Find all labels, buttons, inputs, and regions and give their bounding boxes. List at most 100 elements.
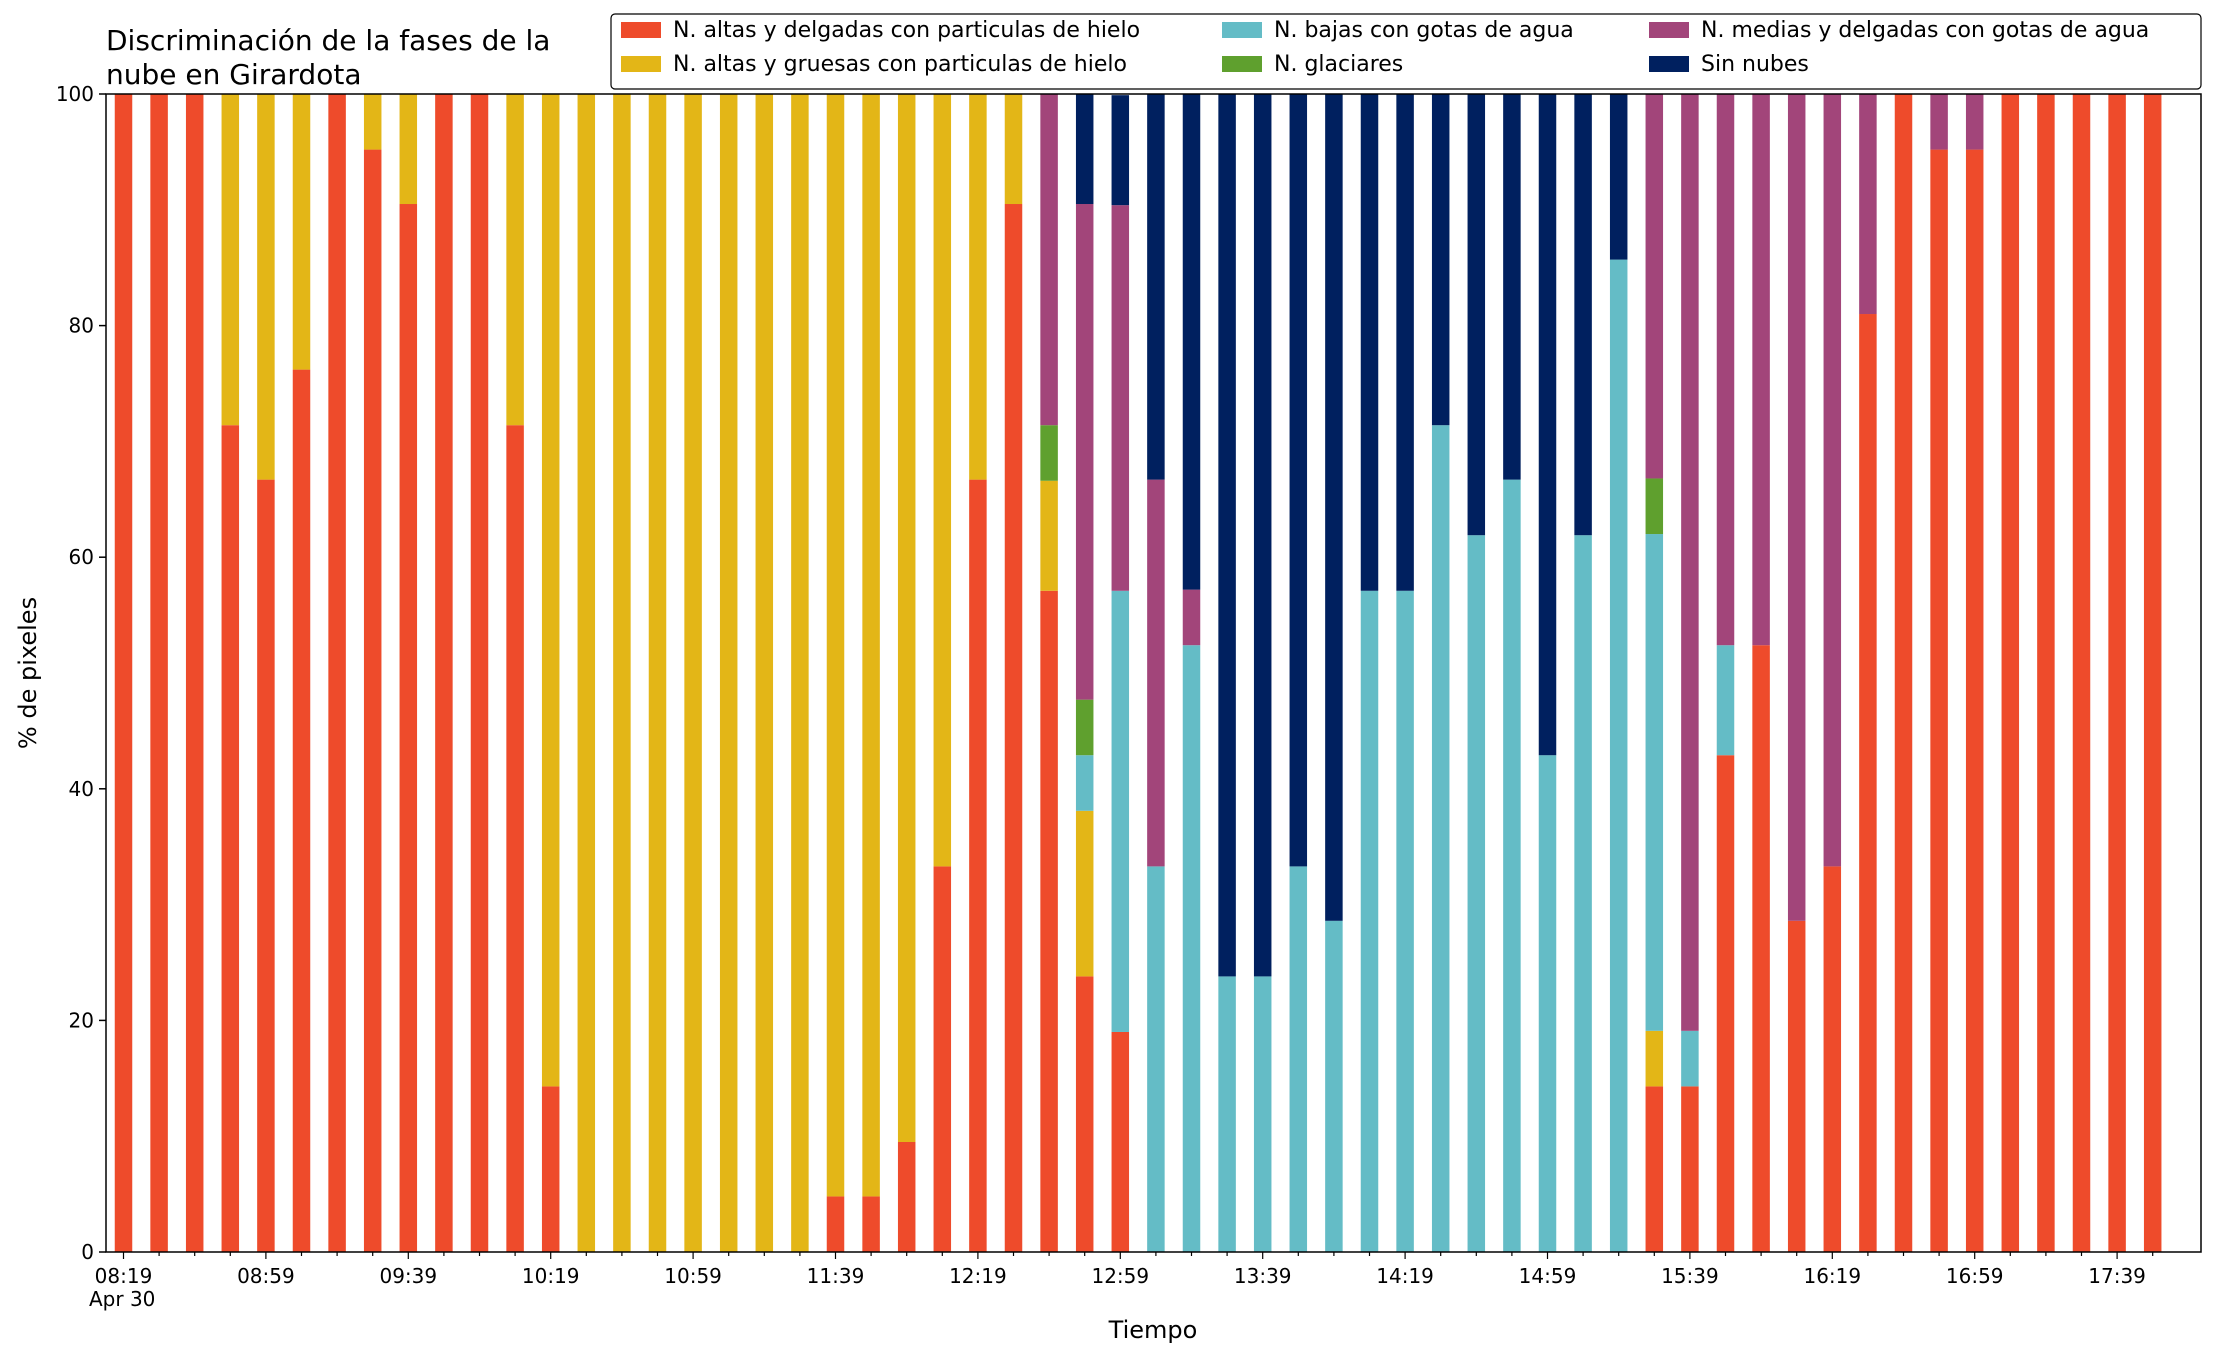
bar-segment-12:39-s0 bbox=[1040, 590, 1058, 1252]
bar-segment-16:59-s0 bbox=[1965, 149, 1984, 1253]
bar-segment-09:09-s0 bbox=[292, 369, 311, 1253]
bar-segment-13:49-s2 bbox=[1289, 866, 1308, 1252]
legend-swatch bbox=[1649, 22, 1689, 38]
y-tick-label: 0 bbox=[81, 1240, 94, 1264]
bar-segment-12:49-s5 bbox=[1075, 94, 1094, 205]
bar-segment-12:29-s1 bbox=[1004, 94, 1023, 205]
legend-label: N. glaciares bbox=[1274, 52, 1403, 77]
bar-segment-17:39-s0 bbox=[2108, 94, 2126, 1252]
x-tick-label: 13:39 bbox=[1234, 1264, 1292, 1288]
x-tick-label: 10:19 bbox=[522, 1264, 580, 1288]
x-tick-label: 12:19 bbox=[949, 1264, 1007, 1288]
legend-swatch bbox=[1649, 56, 1689, 72]
bar-segment-12:49-s3 bbox=[1075, 699, 1094, 756]
legend-label: N. altas y delgadas con particulas de hi… bbox=[673, 18, 1140, 43]
bar-segment-15:39-s0 bbox=[1681, 1086, 1699, 1252]
bar-segment-12:49-s0 bbox=[1075, 976, 1094, 1252]
bar-segment-12:49-s1 bbox=[1075, 810, 1094, 977]
y-axis-label: % de pixeles bbox=[14, 597, 42, 749]
y-axis: 0 20 40 60 80 100 bbox=[56, 82, 106, 1264]
bar-segment-14:09-s2 bbox=[1360, 590, 1379, 1252]
bar-segment-13:29-s2 bbox=[1218, 976, 1236, 1252]
bar-segment-10:59-s1 bbox=[684, 94, 702, 1252]
bar-segment-12:19-s1 bbox=[969, 94, 987, 480]
legend-label: N. altas y gruesas con particulas de hie… bbox=[673, 52, 1127, 77]
bar-segment-15:39-s2 bbox=[1681, 1030, 1699, 1087]
x-tick-label: 17:39 bbox=[2088, 1264, 2146, 1288]
bar-segment-10:09-s0 bbox=[506, 425, 524, 1252]
x-tick-label: 12:59 bbox=[1091, 1264, 1149, 1288]
bar-segment-12:19-s0 bbox=[969, 479, 987, 1252]
bar-segment-12:39-s4 bbox=[1040, 94, 1058, 426]
x-axis: 08:19 08:59 09:39 10:19 10:59 11:39 12:19 12:59… bbox=[95, 1252, 2154, 1288]
bar-segment-10:39-s1 bbox=[613, 94, 631, 1252]
bar-segment-15:59-s4 bbox=[1752, 94, 1770, 646]
bar-segment-08:39-s0 bbox=[185, 94, 204, 1252]
bar-segment-11:19-s1 bbox=[755, 94, 774, 1252]
bar-segment-15:29-s2 bbox=[1645, 534, 1664, 1031]
bar-segment-16:49-s4 bbox=[1930, 94, 1948, 150]
bar-segment-11:29-s1 bbox=[791, 94, 809, 1252]
bar-segment-12:09-s0 bbox=[933, 866, 952, 1252]
bar-segment-09:39-s0 bbox=[399, 204, 418, 1252]
bar-segment-10:49-s1 bbox=[648, 94, 667, 1252]
legend: N. altas y delgadas con particulas de hi… bbox=[610, 13, 2202, 90]
legend-label: N. medias y delgadas con gotas de agua bbox=[1701, 18, 2149, 43]
x-tick-label: 14:19 bbox=[1376, 1264, 1434, 1288]
bar-segment-12:39-s3 bbox=[1040, 425, 1058, 481]
bar-segment-14:39-s2 bbox=[1467, 535, 1486, 1252]
bar-segment-12:59-s2 bbox=[1111, 590, 1130, 1032]
bar-segment-12:59-s4 bbox=[1111, 205, 1130, 591]
bar-segment-11:49-s1 bbox=[862, 94, 880, 1197]
bar-segment-17:29-s0 bbox=[2072, 94, 2091, 1252]
bar-segment-09:19-s0 bbox=[328, 94, 346, 1252]
bar-segment-15:19-s5 bbox=[1609, 94, 1628, 260]
bar-segment-13:19-s4 bbox=[1182, 589, 1201, 646]
bar-segment-16:29-s0 bbox=[1859, 314, 1877, 1252]
bar-segment-08:29-s0 bbox=[150, 94, 168, 1252]
bar-segment-09:29-s1 bbox=[363, 94, 382, 150]
x-date-label: Apr 30 bbox=[89, 1287, 155, 1311]
bar-segment-13:49-s5 bbox=[1289, 94, 1308, 867]
legend-frame bbox=[610, 13, 2202, 90]
bar-segment-10:19-s0 bbox=[541, 1086, 560, 1252]
bar-segment-13:39-s5 bbox=[1253, 94, 1272, 977]
bar-segment-16:59-s4 bbox=[1965, 94, 1984, 150]
bar-segment-15:49-s0 bbox=[1716, 755, 1735, 1252]
bar-segment-11:59-s1 bbox=[897, 94, 916, 1142]
bar-segment-09:39-s1 bbox=[399, 94, 418, 205]
bar-segment-15:49-s4 bbox=[1716, 94, 1735, 646]
bar-segment-08:19-s0 bbox=[114, 94, 133, 1252]
y-tick-label: 20 bbox=[69, 1008, 94, 1032]
bar-segment-11:49-s0 bbox=[862, 1196, 880, 1252]
bar-segment-09:09-s1 bbox=[292, 94, 311, 370]
chart-title-line-2: nube en Girardota bbox=[106, 58, 361, 91]
x-tick-label: 08:59 bbox=[237, 1264, 295, 1288]
bar-segment-08:59-s0 bbox=[257, 479, 275, 1252]
bar-segment-13:39-s2 bbox=[1253, 976, 1272, 1252]
bar-segment-14:19-s5 bbox=[1396, 94, 1414, 591]
bar-segment-17:49-s0 bbox=[2143, 94, 2162, 1252]
x-tick-label: 08:19 bbox=[95, 1264, 153, 1288]
bar-segment-15:39-s4 bbox=[1681, 94, 1699, 1031]
bar-segment-14:59-s5 bbox=[1538, 94, 1557, 756]
bar-segment-12:59-s0 bbox=[1111, 1031, 1130, 1252]
x-tick-label: 16:19 bbox=[1803, 1264, 1861, 1288]
x-tick-label: 11:39 bbox=[807, 1264, 865, 1288]
x-tick-label: 14:59 bbox=[1519, 1264, 1577, 1288]
bar-segment-10:09-s1 bbox=[506, 94, 524, 426]
x-tick-label: 09:39 bbox=[379, 1264, 437, 1288]
bar-segment-12:59-s5 bbox=[1111, 95, 1130, 206]
y-tick-label: 60 bbox=[69, 545, 94, 569]
y-tick-label: 80 bbox=[69, 314, 94, 338]
bar-segment-11:39-s1 bbox=[826, 94, 845, 1197]
bar-segment-12:49-s2 bbox=[1075, 755, 1094, 811]
bar-segment-13:09-s2 bbox=[1147, 866, 1165, 1252]
legend-swatch bbox=[621, 56, 661, 72]
y-tick-label: 40 bbox=[69, 777, 94, 801]
bar-segment-15:29-s0 bbox=[1645, 1086, 1664, 1252]
bar-segment-16:09-s4 bbox=[1787, 94, 1806, 921]
x-axis-label: Tiempo bbox=[1108, 1316, 1198, 1344]
bar-segment-10:29-s1 bbox=[577, 94, 596, 1252]
